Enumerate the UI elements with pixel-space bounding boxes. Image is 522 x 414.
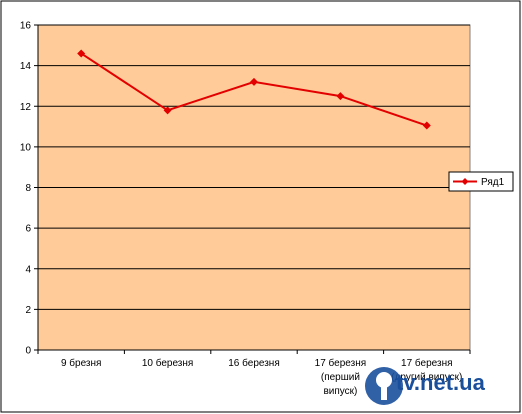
y-tick-label: 16 <box>20 21 32 32</box>
x-tick-label-line: (другий випуск) <box>391 372 462 383</box>
data-point <box>250 77 258 86</box>
y-tick-label: 12 <box>20 102 32 113</box>
x-tick-label: 17 березня (перший випуск) <box>315 357 367 397</box>
y-tick-label: 14 <box>20 61 32 72</box>
legend-marker <box>461 178 469 185</box>
series-group <box>77 49 431 130</box>
x-tick-label-line: 9 брезня <box>61 357 102 369</box>
x-tick-label: 10 березня <box>142 357 194 369</box>
data-point <box>77 49 86 58</box>
x-tick-label-line: 17 березня <box>315 357 367 369</box>
data-point <box>336 92 345 101</box>
y-tick-label: 10 <box>20 142 32 153</box>
logo-inner <box>376 372 392 388</box>
y-tick-label: 0 <box>25 346 31 357</box>
y-tick-label: 8 <box>25 183 31 194</box>
y-tick-label: 2 <box>25 305 31 316</box>
grid-lines <box>38 24 470 310</box>
watermark-logo <box>365 367 403 405</box>
y-tick-label: 4 <box>25 264 31 275</box>
x-tick-label: 17 березня (другий випуск) <box>391 357 462 383</box>
data-point <box>422 121 431 130</box>
logo-stem <box>381 384 387 400</box>
y-tick-label: 6 <box>25 224 31 235</box>
x-tick-label: 9 брезня <box>61 357 102 369</box>
x-tick-label: 16 березня <box>228 357 280 369</box>
data-point <box>163 106 172 115</box>
watermark-text: tv.net.ua <box>396 370 485 395</box>
x-axis-ticks: 9 брезня 10 березня 16 березня 17 березня (п… <box>37 350 471 397</box>
legend-box <box>448 171 514 192</box>
x-tick-label-line: (перший <box>321 372 360 383</box>
y-axis-ticks: 0 2 4 6 8 10 12 14 16 <box>20 21 38 357</box>
x-tick-label-line: 17 березня <box>401 357 453 369</box>
legend-label: Ряд1 <box>481 177 505 188</box>
x-tick-label-line: 16 березня <box>228 357 280 369</box>
legend: Ряд1 <box>448 171 514 192</box>
x-tick-label-line: випуск) <box>323 386 357 397</box>
x-tick-label-line: 10 березня <box>142 357 194 369</box>
